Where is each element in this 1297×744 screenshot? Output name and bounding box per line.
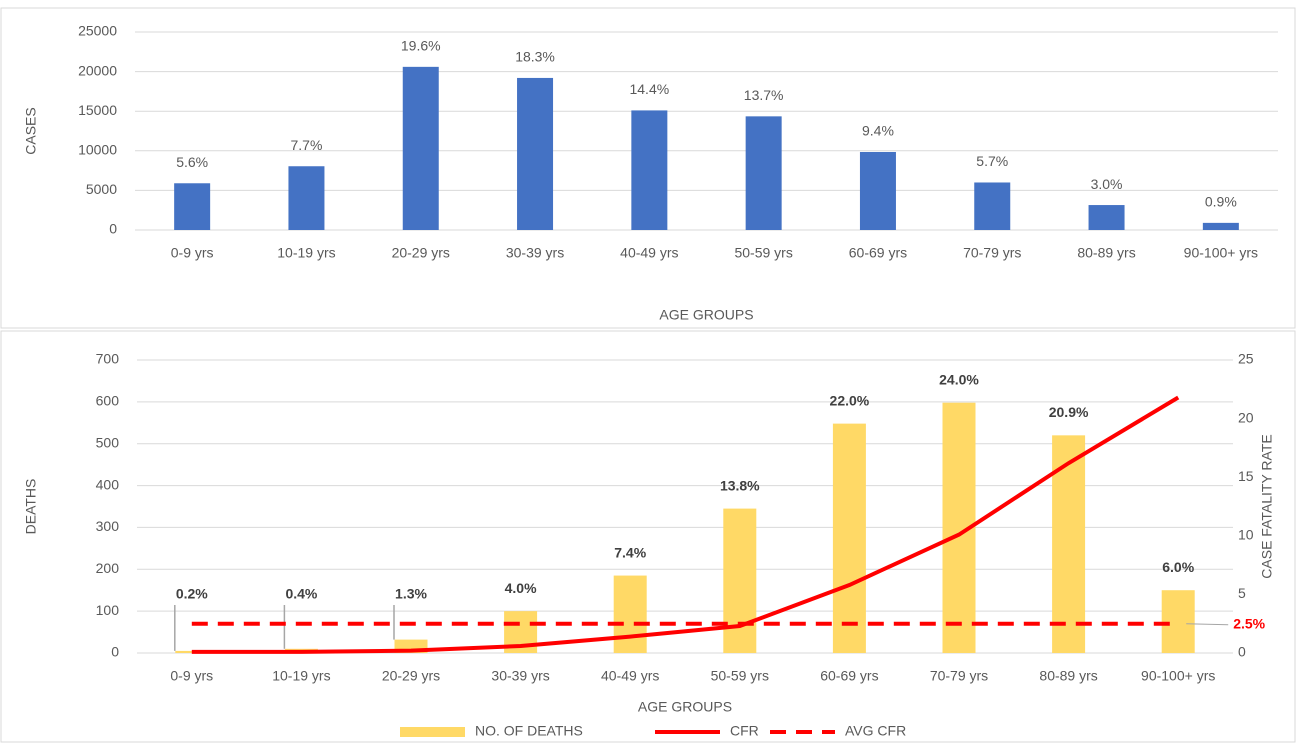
y-tick-label: 10000: [78, 142, 117, 158]
x-tick-label: 80-89 yrs: [1039, 668, 1097, 684]
data-label: 5.7%: [976, 153, 1008, 169]
y-axis-label: CASES: [23, 107, 39, 154]
y-axis-label: DEATHS: [23, 479, 39, 535]
y-tick-label: 700: [96, 351, 120, 367]
y-tick-label: 400: [96, 476, 120, 492]
leader-line: [1186, 623, 1229, 626]
y-tick-label: 500: [96, 434, 120, 450]
x-tick-label: 60-69 yrs: [849, 245, 907, 261]
data-label: 2.5%: [1233, 615, 1265, 631]
bar: [859, 151, 896, 230]
x-tick-label: 90-100+ yrs: [1141, 668, 1215, 684]
y2-tick-label: 0: [1238, 644, 1246, 660]
legend-label: CFR: [730, 723, 759, 739]
data-label: 4.0%: [505, 580, 537, 596]
bar: [745, 116, 782, 230]
data-label: 7.4%: [614, 544, 646, 560]
legend-label: NO. OF DEATHS: [475, 723, 583, 739]
x-tick-label: 20-29 yrs: [382, 668, 440, 684]
bar: [613, 575, 647, 653]
bar: [631, 110, 668, 230]
y-tick-label: 20000: [78, 62, 117, 78]
y2-axis-label: CASE FATALITY RATE: [1259, 434, 1275, 578]
bar: [723, 508, 757, 653]
data-label: 9.4%: [862, 123, 894, 139]
x-tick-label: 20-29 yrs: [392, 245, 450, 261]
data-label: 3.0%: [1091, 176, 1123, 192]
x-tick-label: 50-59 yrs: [734, 245, 792, 261]
data-label: 14.4%: [629, 81, 669, 97]
y-tick-label: 5000: [86, 181, 117, 197]
data-label: 6.0%: [1162, 559, 1194, 575]
y2-tick-label: 20: [1238, 409, 1254, 425]
data-label: 19.6%: [401, 38, 441, 54]
chart-frame: [0, 7, 1296, 329]
data-label: 7.7%: [290, 137, 322, 153]
data-label: 13.7%: [744, 87, 784, 103]
data-label: 0.9%: [1205, 194, 1237, 210]
bar: [517, 77, 554, 230]
bar: [1088, 205, 1125, 230]
x-tick-label: 40-49 yrs: [601, 668, 659, 684]
x-tick-label: 90-100+ yrs: [1184, 245, 1258, 261]
y-tick-label: 15000: [78, 102, 117, 118]
x-tick-label: 60-69 yrs: [820, 668, 878, 684]
data-label: 13.8%: [720, 477, 760, 493]
data-label: 24.0%: [939, 371, 979, 387]
data-label: 18.3%: [515, 49, 555, 65]
legend-label: AVG CFR: [845, 723, 906, 739]
x-tick-label: 30-39 yrs: [491, 668, 549, 684]
y2-tick-label: 25: [1238, 351, 1254, 367]
data-label: 0.4%: [285, 586, 317, 602]
data-label: 22.0%: [830, 392, 870, 408]
y2-tick-label: 15: [1238, 468, 1254, 484]
data-label: 1.3%: [395, 586, 427, 602]
bar: [402, 66, 439, 231]
line: [191, 395, 1180, 654]
legend-swatch: [400, 727, 465, 737]
y-tick-label: 0: [109, 221, 117, 237]
x-tick-label: 0-9 yrs: [171, 245, 214, 261]
x-tick-label: 70-79 yrs: [930, 668, 988, 684]
x-tick-label: 0-9 yrs: [170, 668, 213, 684]
x-tick-label: 40-49 yrs: [620, 245, 678, 261]
bar: [1052, 435, 1086, 653]
y-tick-label: 25000: [78, 23, 117, 39]
x-axis-label: AGE GROUPS: [659, 307, 753, 323]
y-tick-label: 600: [96, 393, 120, 409]
bar: [1202, 222, 1239, 230]
x-tick-label: 80-89 yrs: [1077, 245, 1135, 261]
bar: [832, 423, 866, 653]
bar: [288, 166, 325, 230]
x-tick-label: 30-39 yrs: [506, 245, 564, 261]
x-tick-label: 50-59 yrs: [711, 668, 769, 684]
x-tick-label: 70-79 yrs: [963, 245, 1021, 261]
y-tick-label: 200: [96, 560, 120, 576]
bar: [174, 183, 211, 230]
bar: [974, 182, 1011, 230]
bar: [1161, 590, 1195, 653]
data-label: 20.9%: [1049, 404, 1089, 420]
y-tick-label: 100: [96, 602, 120, 618]
data-label: 5.6%: [176, 154, 208, 170]
x-tick-label: 10-19 yrs: [272, 668, 330, 684]
y2-tick-label: 5: [1238, 585, 1246, 601]
chart-frame: [0, 330, 1296, 743]
data-label: 0.2%: [176, 586, 208, 602]
y2-tick-label: 10: [1238, 527, 1254, 543]
y-tick-label: 0: [111, 644, 119, 660]
y-tick-label: 300: [96, 518, 120, 534]
x-tick-label: 10-19 yrs: [277, 245, 335, 261]
x-axis-label: AGE GROUPS: [638, 699, 732, 715]
